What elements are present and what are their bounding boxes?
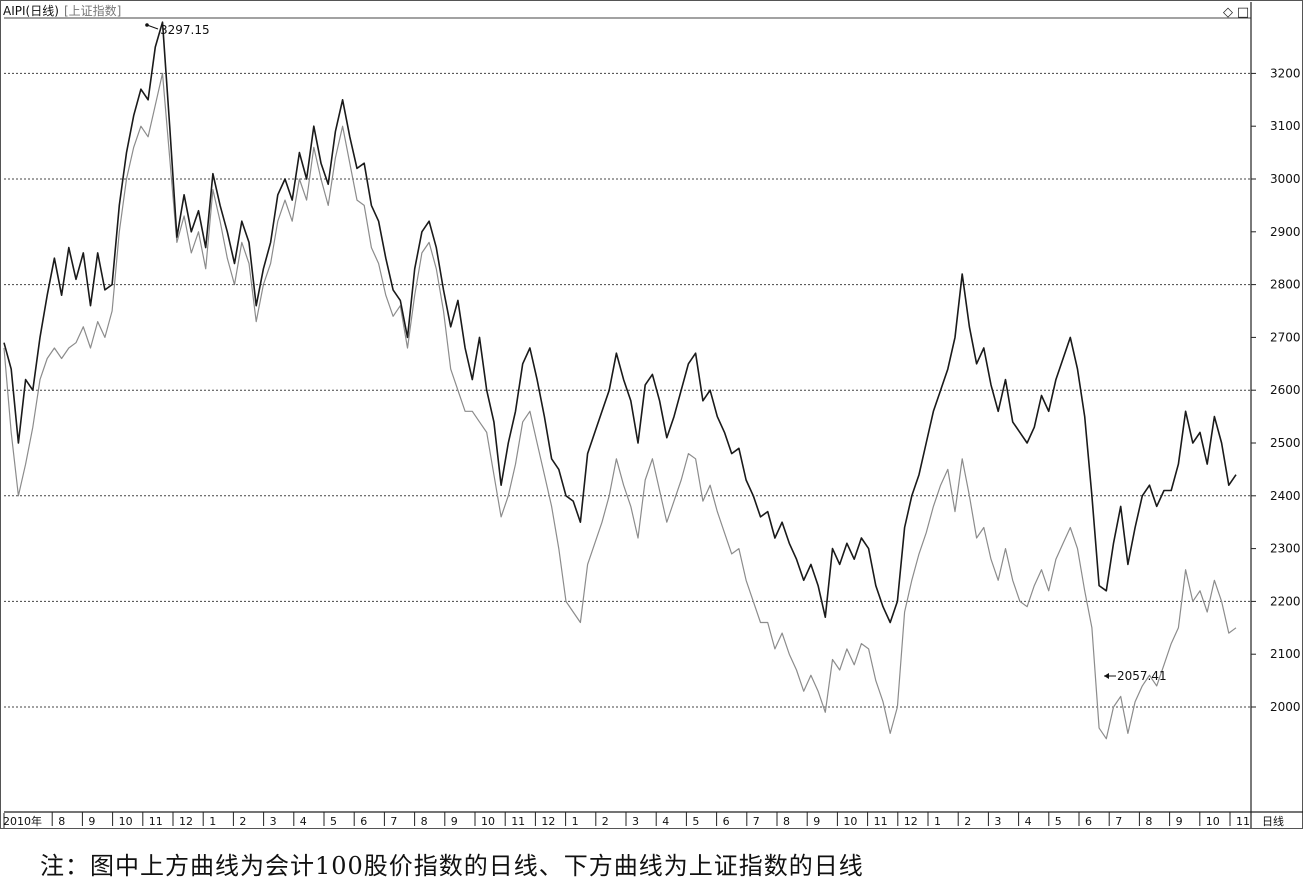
x-tick-label: 7 [1115,815,1122,828]
x-tick-label: 2 [602,815,609,828]
x-tick-label: 12 [904,815,918,828]
y-tick-label: 2600 [1270,383,1301,397]
x-tick-label: 2 [964,815,971,828]
x-tick-label: 6 [723,815,730,828]
x-tick-label: 2010年 [3,814,42,828]
x-tick-label: 5 [692,815,699,828]
x-tick-label: 6 [360,815,367,828]
chart-title: AIPI(日线) [3,4,59,18]
annotation-low-label: 2057.41 [1117,669,1167,683]
upper-series-line [3,21,1237,624]
y-tick-label: 3100 [1270,119,1301,133]
x-tick-label: 8 [1145,815,1152,828]
x-tick-label: 7 [390,815,397,828]
x-tick-label: 12 [179,815,193,828]
chart-subtitle: [上证指数] [64,3,121,18]
chart-frame: AIPI(日线) [上证指数] ◇ □ 2000 2100 2200 2300 2400 2500… [0,0,1303,829]
x-tick-label: 10 [119,815,133,828]
x-tick-label: 4 [662,815,669,828]
x-tick-label: 8 [421,815,428,828]
y-tick-label: 2200 [1270,594,1301,608]
y-tick-label: 3200 [1270,66,1301,80]
x-tick-label: 9 [451,815,458,828]
y-tick-label: 2900 [1270,225,1301,239]
y-tick-label: 2800 [1270,278,1301,292]
x-tick-label: 3 [994,815,1001,828]
x-tick-label: 3 [270,815,277,828]
y-tick-label: 2700 [1270,330,1301,344]
x-tick-label: 6 [1085,815,1092,828]
outer-border [0,0,1303,829]
annotation-high-label: 3297.15 [160,23,210,37]
diamond-icon: ◇ [1223,5,1233,20]
x-tick-label: 1 [572,815,579,828]
high-arrow [146,24,159,30]
x-tick-label: 1 [934,815,941,828]
low-arrow-head [1104,673,1109,679]
y-tick-label: 2500 [1270,436,1301,450]
x-tick-label: 1 [209,815,216,828]
x-tick-label: 12 [541,815,555,828]
chart-caption: 注：图中上方曲线为会计100股价指数的日线、下方曲线为上证指数的日线 [40,852,864,880]
x-tick-label: 10 [481,815,495,828]
x-tick-label: 4 [300,815,307,828]
x-tick-label: 3 [632,815,639,828]
x-tick-label: 4 [1025,815,1032,828]
y-tick-label: 2100 [1270,647,1301,661]
x-tick-label: 7 [753,815,760,828]
window-square-icon: □ [1237,5,1249,20]
y-tick-label: 2000 [1270,700,1301,714]
x-tick-label: 9 [813,815,820,828]
y-tick-label: 3000 [1270,172,1301,186]
x-tick-label: 2 [239,815,246,828]
x-tick-label: 8 [58,815,65,828]
x-tick-label: 11 [149,815,163,828]
x-tick-label: 9 [88,815,95,828]
y-tick-label: 2400 [1270,489,1301,503]
period-label: 日线 [1262,814,1284,828]
x-tick-label: 11 [511,815,525,828]
x-tick-label: 8 [783,815,790,828]
lower-series-line [3,72,1237,740]
y-tick-label: 2300 [1270,542,1301,556]
high-arrow-head [145,23,149,27]
x-tick-label: 9 [1176,815,1183,828]
x-tick-label: 10 [843,815,857,828]
x-tick-label: 10 [1206,815,1220,828]
x-tick-label: 11 [1236,815,1250,828]
x-tick-label: 5 [330,815,337,828]
x-tick-label: 11 [874,815,888,828]
x-tick-label: 5 [1055,815,1062,828]
